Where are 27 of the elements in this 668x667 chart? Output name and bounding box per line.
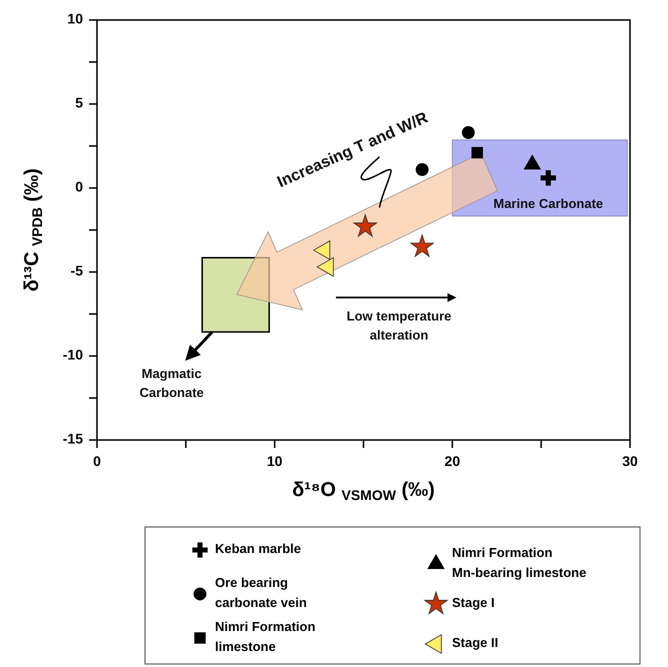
y-tick-label: -5 (70, 262, 84, 279)
point (540, 170, 556, 186)
legend-label: Stage II (452, 635, 498, 650)
x-tick-label: 30 (622, 453, 638, 469)
point (416, 163, 429, 176)
point (316, 257, 334, 277)
annotation: Marine Carbonate (493, 196, 604, 212)
legend-label: Ore bearing carbonate vein (215, 575, 307, 610)
point (472, 147, 483, 158)
point (410, 234, 434, 257)
y-tick-label: -15 (62, 430, 84, 447)
x-tick-label: 0 (93, 453, 102, 469)
point (462, 126, 475, 139)
x-tick-label: 10 (266, 453, 283, 469)
annotation: Low temperature alteration (346, 308, 452, 343)
legend-label: Keban marble (215, 541, 301, 556)
point (313, 240, 330, 260)
y-tick-label: 10 (67, 10, 84, 27)
legend-label: Stage I (452, 595, 495, 610)
legend-label: Nimri Formation limestone (215, 619, 316, 654)
legend-label: Nimri Formation Mn-bearing limestone (452, 545, 586, 580)
y-tick-label: 5 (75, 94, 84, 111)
annotation: Magmatic Carbonate (139, 366, 204, 400)
y-tick-label: 0 (75, 178, 84, 195)
y-tick-label: -10 (62, 346, 84, 363)
x-axis-title: δ¹⁸O $_{VSMOW}$ (‰) (292, 479, 435, 502)
x-tick-label: 20 (444, 453, 460, 469)
